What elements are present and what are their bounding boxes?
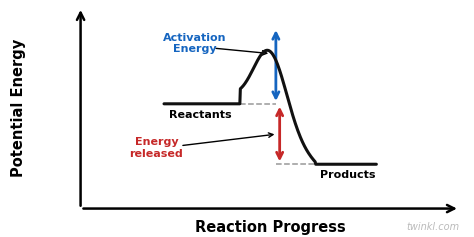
Text: Energy
released: Energy released xyxy=(129,137,183,159)
Text: Products: Products xyxy=(320,170,376,180)
Text: Reaction Progress: Reaction Progress xyxy=(195,220,346,235)
Text: Reactants: Reactants xyxy=(169,110,231,120)
Text: Activation
Energy: Activation Energy xyxy=(163,32,226,54)
Text: Potential Energy: Potential Energy xyxy=(11,39,27,177)
Text: twinkl.com: twinkl.com xyxy=(407,222,460,232)
